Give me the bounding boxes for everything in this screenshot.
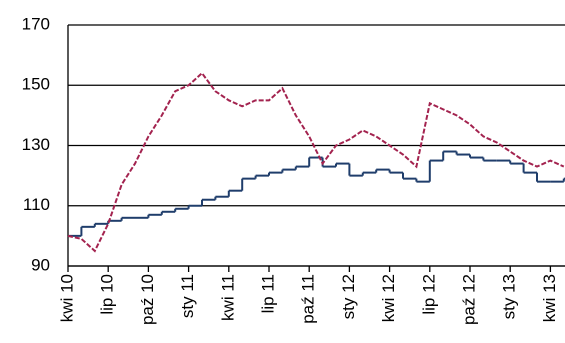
x-tick-label: paź 12: [459, 274, 478, 325]
x-tick-label: lip 12: [419, 274, 438, 315]
y-tick-label: 170: [22, 14, 50, 33]
x-tick-label: kwi 12: [379, 274, 398, 322]
x-tick-label: kwi 13: [540, 274, 559, 322]
x-tick-label: paź 11: [299, 274, 318, 324]
y-tick-label: 130: [22, 135, 50, 154]
y-tick-label: 90: [31, 255, 50, 274]
x-tick-label: kwi 10: [57, 274, 76, 322]
x-tick-label: sty 12: [339, 274, 358, 319]
series-line: [67, 71, 565, 253]
x-tick-label: sty 11: [178, 274, 197, 318]
x-tick-label: sty 13: [500, 274, 519, 319]
y-tick-label: 150: [22, 75, 50, 94]
x-tick-label: kwi 11: [218, 274, 237, 321]
x-tick-label: lip 11: [258, 274, 277, 313]
y-tick-label: 110: [23, 195, 50, 214]
x-tick-label: paź 10: [138, 274, 157, 325]
x-tick-label: lip 10: [98, 274, 117, 315]
